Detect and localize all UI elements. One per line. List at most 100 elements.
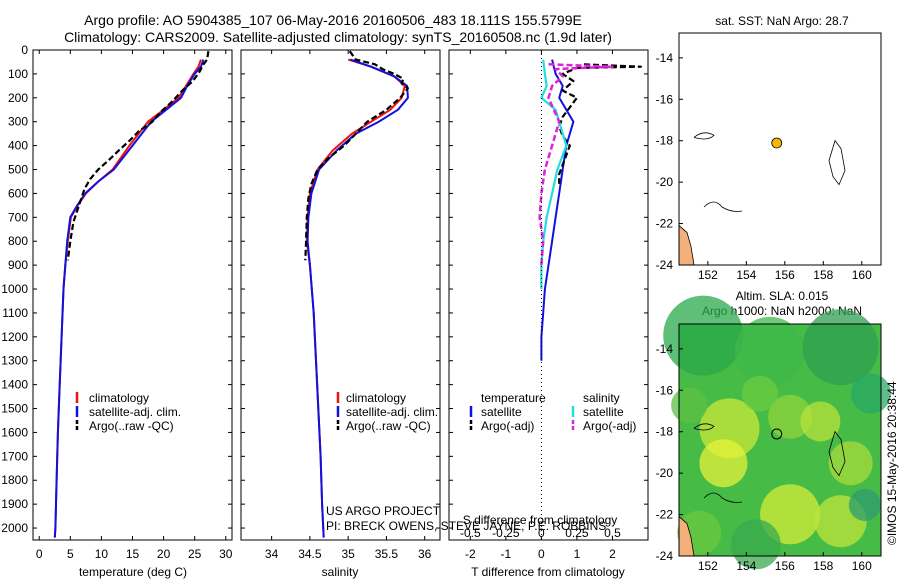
legend-t-argo-label: Argo(-adj)	[481, 419, 534, 433]
y-tick-label: 1100	[2, 306, 28, 320]
y-tick-label: 300	[8, 115, 28, 129]
legend-climatology-label: climatology	[346, 391, 406, 405]
legend-salinity-header: salinity	[583, 391, 620, 405]
sst-map: 152 154 156 158 160 -14 -16 -18 -20 -22 -24	[656, 32, 882, 282]
temperature-chart: 0100200300400500600700800900100011001200…	[1, 43, 232, 561]
reef-contour	[703, 492, 743, 503]
x-tick-label: -1	[501, 547, 512, 561]
y-tick-label: 1300	[1, 354, 28, 368]
title-line1: Argo profile: AO 5904385_107 06-May-2016…	[84, 12, 582, 28]
y-tick-label: 500	[8, 163, 28, 177]
sla-blob	[768, 394, 813, 439]
x-tick-label: 35	[341, 547, 355, 561]
sla-blob	[730, 519, 781, 570]
y-tick-label: 1200	[1, 330, 28, 344]
reef-contour	[828, 430, 846, 477]
x-tick-label: 1	[574, 547, 581, 561]
map-x-tick-label: 154	[736, 268, 756, 282]
salinity-xlabel: salinity	[322, 565, 359, 579]
sla-blob	[671, 387, 708, 424]
pi-text: PI: BRECK OWENS, STEVE JAYNE, P.E. ROBBI…	[326, 519, 606, 533]
series-line-argo-raw-qc	[304, 50, 409, 261]
map-y-tick-label: -22	[656, 508, 674, 522]
y-tick-label: 1800	[1, 473, 28, 487]
x-tick-label: 10	[95, 547, 109, 561]
sla-blob	[828, 441, 873, 486]
map-x-tick-label: 158	[813, 268, 833, 282]
map-y-tick-label: -14	[656, 342, 674, 356]
sst-map-frame	[678, 32, 882, 266]
map-y-tick-label: -22	[656, 217, 674, 231]
x-tick-label: 30	[219, 547, 233, 561]
salinity-panel	[240, 49, 441, 541]
legend-t-satellite-label: satellite	[481, 405, 522, 419]
sla-blob	[848, 488, 881, 521]
float-position-marker	[771, 137, 783, 149]
sla-blob	[802, 309, 879, 386]
y-tick-label: 800	[8, 234, 28, 248]
temperature-panel	[32, 49, 233, 541]
map-y-tick-label: -24	[656, 549, 674, 563]
y-tick-label: 1500	[1, 402, 28, 416]
map-x-tick-label: 160	[852, 559, 872, 573]
reef-contour	[828, 139, 846, 186]
sla-blob	[741, 375, 778, 412]
x-tick-label: 2	[609, 547, 616, 561]
temperature-legend: climatology satellite-adj. clim. Argo(..…	[75, 391, 181, 433]
x-tick-label: -2	[465, 547, 476, 561]
reef-contour	[693, 423, 715, 431]
y-tick-label: 400	[8, 139, 28, 153]
series-line-s-argo-adj	[538, 63, 614, 266]
top-tick-label: 0.25	[565, 526, 589, 540]
temperature-xlabel: temperature (deg C)	[79, 565, 187, 579]
series-line-t-satellite	[540, 59, 575, 361]
series-line-t-argo-adj	[558, 63, 643, 184]
float-position-marker	[771, 428, 783, 440]
map-y-tick-label: -18	[656, 425, 674, 439]
map-y-tick-label: -16	[656, 383, 674, 397]
x-tick-label: 0	[538, 547, 545, 561]
map-x-tick-label: 156	[775, 268, 795, 282]
y-tick-label: 1000	[1, 282, 28, 296]
y-tick-label: 700	[8, 210, 28, 224]
legend-s-satellite-label: satellite	[583, 405, 624, 419]
salinity-chart: 34 34.5 35 35.5 36	[241, 49, 440, 561]
x-tick-label: 35.5	[375, 547, 399, 561]
series-line-argo-raw-qc	[66, 51, 210, 261]
map-y-tick-label: -16	[656, 92, 674, 106]
map-y-tick-label: -14	[656, 51, 674, 65]
x-tick-label: 5	[67, 547, 74, 561]
y-tick-label: 600	[8, 186, 28, 200]
project-text: US ARGO PROJECT	[326, 504, 441, 518]
difference-top-axis-label: S difference from climatology	[463, 513, 618, 527]
sst-map-title: sat. SST: NaN Argo: 28.7	[715, 14, 849, 28]
x-tick-label: 15	[126, 547, 140, 561]
x-tick-label: 25	[188, 547, 202, 561]
y-tick-label: 100	[8, 67, 28, 81]
legend-satellite-label: satellite-adj. clim.	[89, 405, 181, 419]
difference-legend: temperature salinity satellite Argo(-adj…	[469, 391, 636, 433]
legend-s-argo-label: Argo(-adj)	[583, 419, 636, 433]
sla-blob	[734, 316, 805, 387]
map-x-tick-label: 158	[813, 559, 833, 573]
map-y-tick-label: -20	[656, 466, 674, 480]
difference-panel	[448, 49, 649, 541]
legend-argo-label: Argo(..raw -QC)	[89, 419, 174, 433]
map-x-tick-label: 154	[736, 559, 756, 573]
x-tick-label: 0	[36, 547, 43, 561]
imos-timestamp: ©IMOS 15-May-2016 20:38:44	[885, 381, 899, 545]
y-tick-label: 1900	[1, 497, 28, 511]
sla-map-title-line1: Altim. SLA: 0.015	[736, 289, 829, 303]
map-x-tick-label: 156	[775, 559, 795, 573]
sla-blob	[800, 401, 841, 442]
top-tick-label: -0.5	[460, 526, 481, 540]
map-x-tick-label: 152	[698, 268, 718, 282]
top-tick-label: -0.25	[492, 526, 520, 540]
difference-chart: -2 -1 0 1 2 -0.5 -0.25 0 0.25 0.5	[449, 49, 648, 561]
sla-blob	[699, 439, 748, 488]
x-tick-label: 36	[418, 547, 432, 561]
y-tick-label: 2000	[1, 521, 28, 535]
legend-climatology-label: climatology	[89, 391, 149, 405]
title-line2: Climatology: CARS2009. Satellite-adjuste…	[64, 29, 612, 45]
